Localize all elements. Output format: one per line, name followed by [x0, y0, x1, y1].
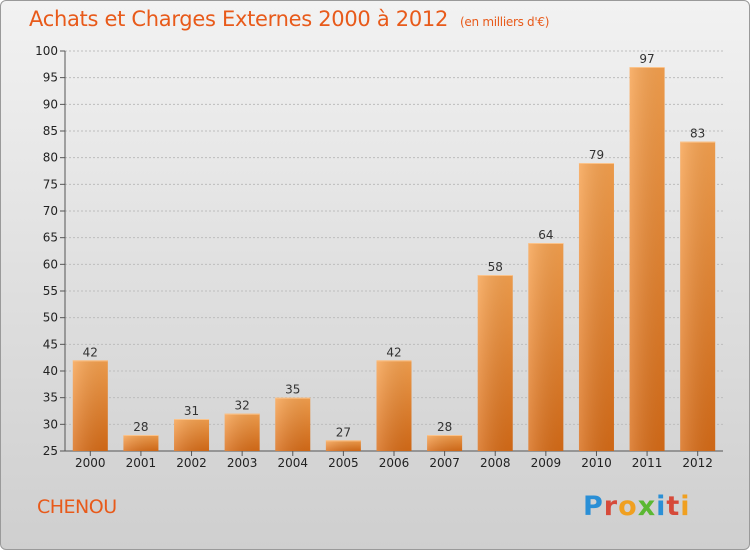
chart-unit: (en milliers d'€): [460, 15, 550, 29]
bar-highlight: [680, 141, 716, 451]
data-label: 31: [184, 404, 199, 418]
data-label: 27: [336, 425, 351, 439]
labels: 25 30 35 40 45 50 55 60 65 70 75 80 85 90 95 100 42 2000 2…: [35, 44, 713, 470]
x-tick-label: 2006: [379, 456, 410, 470]
y-tick-label: 70: [43, 204, 58, 218]
x-tick-label: 2002: [176, 456, 207, 470]
y-tick-label: 80: [43, 151, 58, 165]
x-tick-label: 2005: [328, 456, 359, 470]
y-tick-label: 90: [43, 97, 58, 111]
data-label: 32: [235, 399, 250, 413]
y-tick-label: 100: [35, 44, 58, 58]
data-label: 97: [639, 52, 654, 66]
commune-name: CHENOU: [37, 496, 117, 518]
data-label: 42: [386, 345, 401, 359]
y-tick-label: 40: [43, 364, 58, 378]
bar-highlight: [629, 67, 665, 451]
x-tick-label: 2003: [227, 456, 258, 470]
y-tick-label: 55: [43, 284, 58, 298]
y-tick-label: 85: [43, 124, 58, 138]
bar-highlight: [325, 440, 361, 451]
bar-highlight: [123, 435, 159, 451]
y-tick-label: 25: [43, 444, 58, 458]
y-tick-label: 95: [43, 71, 58, 85]
x-tick-label: 2001: [126, 456, 157, 470]
data-label: 35: [285, 383, 300, 397]
bar-highlight: [578, 163, 614, 451]
data-label: 42: [83, 345, 98, 359]
bar-highlight: [427, 435, 463, 451]
y-tick-label: 50: [43, 311, 58, 325]
data-label: 28: [133, 420, 148, 434]
x-tick-label: 2004: [277, 456, 308, 470]
bars: [72, 67, 716, 451]
bar-highlight: [224, 413, 260, 451]
x-tick-label: 2000: [75, 456, 106, 470]
data-label: 64: [538, 228, 553, 242]
y-tick-label: 60: [43, 257, 58, 271]
x-tick-label: 2007: [429, 456, 460, 470]
bar-highlight: [528, 243, 564, 451]
data-label: 28: [437, 420, 452, 434]
proxiti-logo[interactable]: Proxiti: [583, 491, 691, 522]
bar-highlight: [72, 360, 108, 451]
y-tick-label: 35: [43, 391, 58, 405]
chart-title: Achats et Charges Externes 2000 à 2012 (e…: [29, 7, 549, 31]
bar-highlight: [477, 275, 513, 451]
x-tick-label: 2008: [480, 456, 511, 470]
data-label: 58: [488, 260, 503, 274]
x-tick-label: 2012: [682, 456, 713, 470]
x-tick-label: 2009: [531, 456, 562, 470]
x-tick-label: 2010: [581, 456, 612, 470]
x-tick-label: 2011: [632, 456, 663, 470]
data-label: 79: [589, 148, 604, 162]
y-tick-label: 65: [43, 231, 58, 245]
chart-title-text: Achats et Charges Externes 2000 à 2012: [29, 7, 449, 31]
bar-highlight: [376, 360, 412, 451]
y-tick-label: 30: [43, 417, 58, 431]
data-label: 83: [690, 127, 705, 141]
y-tick-label: 75: [43, 177, 58, 191]
bar-highlight: [275, 397, 311, 451]
bar-highlight: [174, 419, 210, 451]
y-tick-label: 45: [43, 337, 58, 351]
